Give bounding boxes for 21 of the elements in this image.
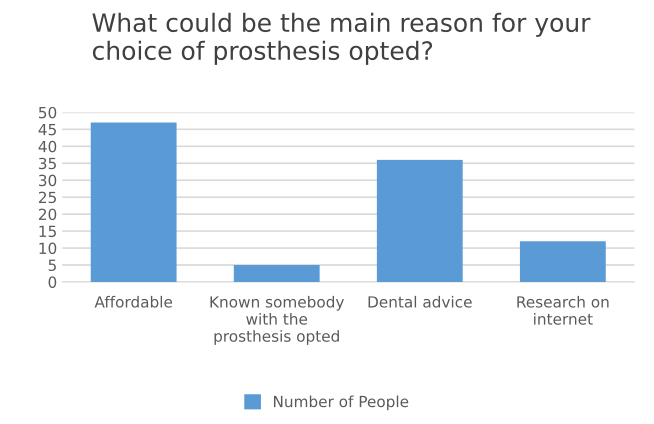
y-tick-label: 50 [39,106,56,118]
x-tick-label: Dental advice [368,296,472,308]
x-tick-label: Known somebody with the prosthesis opted [210,296,344,345]
y-tick-label: 20 [38,208,56,220]
y-tick-label: 10 [40,242,56,254]
y-tick-label: 30 [38,174,56,186]
bar [376,160,463,282]
bar [90,122,177,282]
y-tick-label: 45 [38,124,56,136]
y-tick-label: 15 [40,226,56,238]
chart-title: What could be the main reason for your choice of prosthesis opted? [92,12,590,65]
x-tick-label: Affordable [94,296,172,308]
y-tick-label: 25 [38,192,56,204]
y-tick-label: 5 [48,260,56,272]
y-tick-label: 35 [38,158,56,170]
y-tick-label: 40 [38,140,56,152]
bar [520,241,606,282]
y-tick-label: 0 [48,276,56,288]
legend-label: Number of People [274,395,408,410]
bar [234,265,320,282]
x-tick-label: Research on internet [517,296,609,325]
